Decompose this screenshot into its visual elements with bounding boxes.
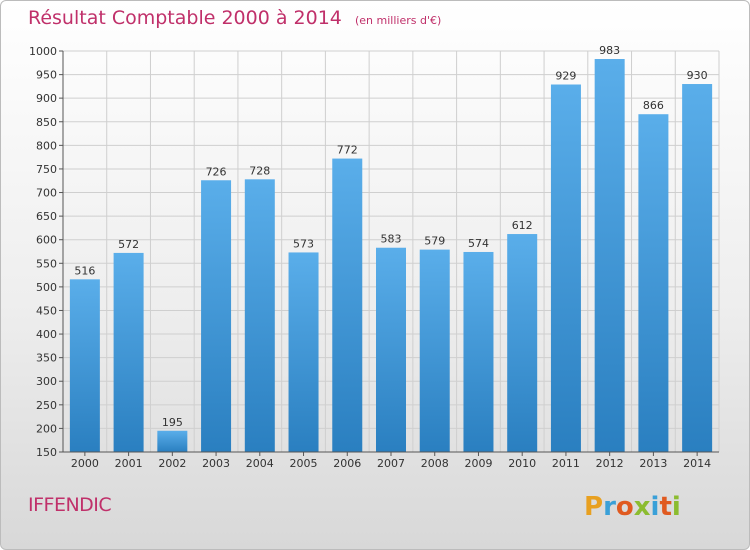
y-tick-label: 600 [36,234,57,247]
bar-value-label: 573 [293,237,314,250]
y-tick-label: 250 [36,399,57,412]
bar [638,114,669,453]
bar [69,279,100,452]
title-row: Résultat Comptable 2000 à 2014 (en milli… [28,7,441,29]
x-tick-label: 2000 [71,457,99,470]
y-tick-label: 200 [36,422,57,435]
x-tick-label: 2013 [639,457,667,470]
bar [113,252,144,452]
city-name: IFFENDIC [28,494,112,516]
bar-value-label: 572 [118,238,139,251]
bar [201,180,232,452]
x-tick-label: 2011 [552,457,580,470]
bar-value-label: 772 [337,144,358,157]
y-tick-label: 500 [36,281,57,294]
bar-value-label: 574 [468,237,489,250]
bar-value-label: 583 [381,233,402,246]
bar [682,84,713,452]
x-tick-label: 2004 [246,457,274,470]
x-tick-label: 2008 [421,457,449,470]
x-tick-label: 2003 [202,457,230,470]
x-tick-label: 2014 [683,457,711,470]
y-tick-label: 350 [36,352,57,365]
y-tick-label: 450 [36,304,57,317]
x-tick-label: 2006 [333,457,361,470]
y-tick-label: 850 [36,116,57,129]
y-tick-label: 950 [36,69,57,82]
x-tick-label: 2002 [158,457,186,470]
bar [550,84,581,452]
bar [463,251,494,452]
bar-value-label: 983 [599,44,620,57]
y-tick-label: 150 [36,446,57,459]
axes: 150 200 250 300 350 400 450 500 550 600 650 700 750 8… [29,45,719,470]
x-tick-label: 2010 [508,457,536,470]
y-tick-label: 550 [36,257,57,270]
chart-subtitle: (en milliers d'€) [354,14,442,27]
x-tick-label: 2012 [596,457,624,470]
bar [157,430,188,452]
bar-value-label: 579 [424,235,445,248]
bar [507,234,538,452]
y-tick-label: 300 [36,375,57,388]
bar-value-label: 726 [206,165,227,178]
svg-text:Proxiti: Proxiti [584,492,681,522]
bar [244,179,275,452]
bar [594,59,625,453]
y-tick-label: 650 [36,210,57,223]
bar-series: 516 572 195 726 728 573 772 583 579 574 612 929 983 8… [69,44,713,453]
bar-value-label: 195 [162,416,183,429]
proxiti-logo: Proxiti [584,492,681,522]
y-tick-label: 750 [36,163,57,176]
bar-value-label: 866 [643,99,664,112]
bar [376,247,406,452]
bar [332,158,363,452]
x-tick-label: 2009 [464,457,492,470]
bar-value-label: 612 [512,219,533,232]
y-tick-label: 700 [36,187,57,200]
bar [288,252,319,452]
bar-value-label: 728 [249,164,270,177]
x-tick-label: 2005 [290,457,318,470]
chart-title: Résultat Comptable 2000 à 2014 [28,7,342,29]
x-tick-label: 2001 [115,457,143,470]
x-tick-label: 2007 [377,457,405,470]
bar-value-label: 516 [74,264,95,277]
y-tick-label: 400 [36,328,57,341]
y-tick-label: 800 [36,139,57,152]
y-tick-label: 1000 [29,45,57,58]
y-tick-label: 900 [36,92,57,105]
bar-value-label: 929 [555,69,576,82]
bar [419,249,450,452]
bar-value-label: 930 [687,69,708,82]
